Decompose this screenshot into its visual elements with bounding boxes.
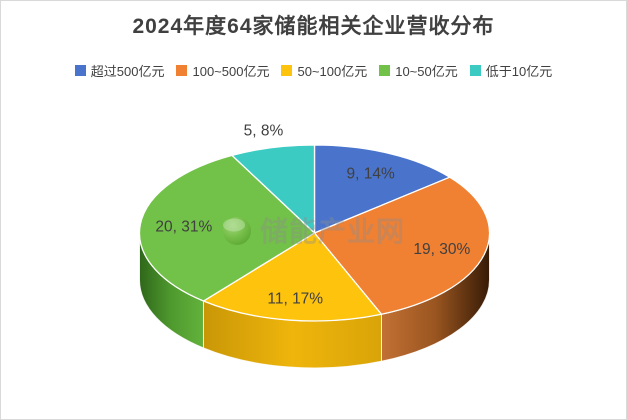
- chart-legend: 超过500亿元 100~500亿元 50~100亿元 10~50亿元 低于10亿元: [1, 61, 626, 80]
- legend-swatch-icon: [379, 65, 391, 76]
- pie-slice-1: [313, 176, 491, 315]
- legend-item-0: 超过500亿元: [74, 61, 165, 80]
- pie-data-label-2: 11, 17%: [267, 290, 323, 307]
- pie-data-label-4: 5, 8%: [244, 123, 284, 140]
- pie-slice-4: [231, 144, 316, 234]
- pie-slice-0: [313, 144, 451, 234]
- legend-swatch-icon: [74, 65, 86, 76]
- legend-item-4: 低于10亿元: [469, 61, 553, 80]
- watermark-logo-icon: [223, 217, 251, 245]
- legend-label: 10~50亿元: [395, 64, 458, 79]
- pie-data-label-0: 9, 14%: [346, 165, 394, 182]
- legend-item-2: 50~100亿元: [281, 61, 367, 80]
- chart-title: 2024年度64家储能相关企业营收分布: [132, 15, 495, 38]
- legend-swatch-icon: [281, 65, 293, 76]
- pie-slice-2: [202, 232, 383, 322]
- legend-swatch-icon: [469, 65, 481, 76]
- pie-data-label-1: 19, 30%: [413, 241, 470, 258]
- legend-swatch-icon: [176, 65, 188, 76]
- legend-label: 100~500亿元: [192, 64, 270, 79]
- legend-item-3: 10~50亿元: [379, 61, 458, 80]
- legend-label: 50~100亿元: [297, 64, 368, 79]
- legend-label: 超过500亿元: [90, 64, 165, 79]
- watermark-text: 储能产业网: [260, 216, 405, 247]
- legend-label: 低于10亿元: [485, 64, 553, 79]
- pie-data-label-3: 20, 31%: [155, 219, 212, 236]
- legend-item-1: 100~500亿元: [176, 61, 269, 80]
